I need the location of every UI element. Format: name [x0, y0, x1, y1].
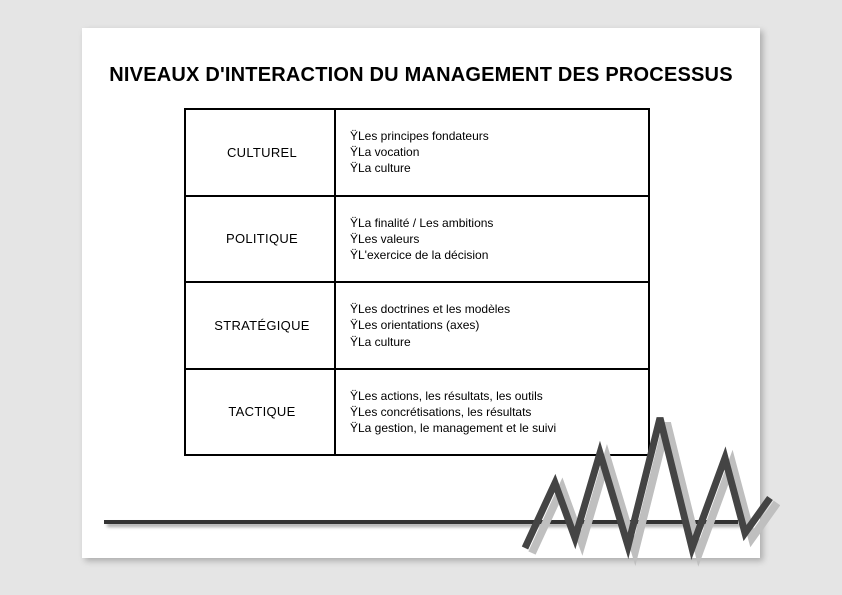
detail-line: ŸLes principes fondateurs [350, 128, 638, 144]
detail-line: ŸLes doctrines et les modèles [350, 301, 638, 317]
table-row: STRATÉGIQUE ŸLes doctrines et les modèle… [185, 282, 649, 369]
table-row: POLITIQUE ŸLa finalité / Les ambitions Ÿ… [185, 196, 649, 283]
detail-line: ŸLes valeurs [350, 231, 638, 247]
table-row: CULTUREL ŸLes principes fondateurs ŸLa v… [185, 109, 649, 196]
row-label: TACTIQUE [185, 369, 335, 456]
row-detail: ŸLes principes fondateurs ŸLa vocation Ÿ… [335, 109, 649, 196]
detail-line: ŸLa culture [350, 334, 638, 350]
row-label: POLITIQUE [185, 196, 335, 283]
slide-page: NIVEAUX D'INTERACTION DU MANAGEMENT DES … [82, 28, 760, 558]
row-detail: ŸLa finalité / Les ambitions ŸLes valeur… [335, 196, 649, 283]
row-label: CULTUREL [185, 109, 335, 196]
detail-line: ŸLa vocation [350, 144, 638, 160]
row-label: STRATÉGIQUE [185, 282, 335, 369]
detail-line: ŸLa finalité / Les ambitions [350, 215, 638, 231]
detail-line: ŸL'exercice de la décision [350, 247, 638, 263]
page-title: NIVEAUX D'INTERACTION DU MANAGEMENT DES … [82, 64, 760, 87]
zigzag-decoration [520, 398, 780, 568]
detail-line: ŸLa culture [350, 160, 638, 176]
row-detail: ŸLes doctrines et les modèles ŸLes orien… [335, 282, 649, 369]
detail-line: ŸLes orientations (axes) [350, 317, 638, 333]
